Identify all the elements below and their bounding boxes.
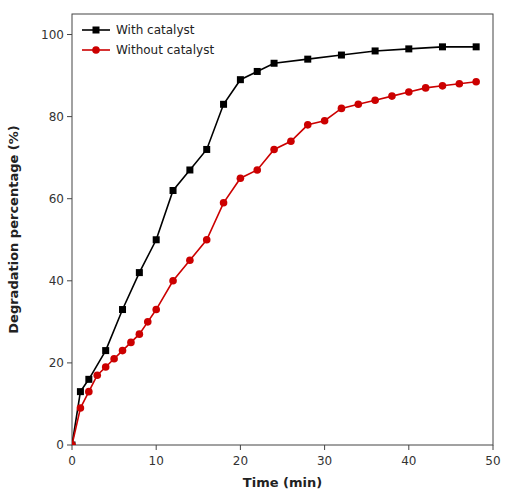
point xyxy=(77,404,85,412)
x-tick-label: 40 xyxy=(401,454,416,468)
point xyxy=(439,82,447,90)
point xyxy=(220,199,228,207)
point xyxy=(152,306,160,314)
series-line xyxy=(72,47,476,445)
point xyxy=(287,137,295,145)
point xyxy=(136,330,144,338)
x-tick-label: 30 xyxy=(317,454,332,468)
point xyxy=(203,236,211,244)
point xyxy=(72,441,76,445)
y-tick xyxy=(67,34,72,35)
x-tick-label: 0 xyxy=(68,454,76,468)
point xyxy=(472,78,480,86)
series-line xyxy=(72,82,476,445)
x-tick xyxy=(324,445,325,450)
point xyxy=(271,60,278,67)
point xyxy=(237,76,244,83)
y-tick xyxy=(67,280,72,281)
x-tick-label: 10 xyxy=(149,454,164,468)
point xyxy=(93,371,101,379)
point xyxy=(354,101,362,109)
chart: 0 10 20 30 40 50 0 20 40 60 80 100 Time (min) Degrada… xyxy=(0,0,509,501)
legend: With catalyst Without catalyst xyxy=(82,23,214,57)
point xyxy=(127,339,135,347)
y-tick-label: 40 xyxy=(49,274,64,288)
point xyxy=(371,96,379,104)
point xyxy=(119,347,127,355)
point xyxy=(237,174,245,182)
point xyxy=(144,318,152,326)
point xyxy=(102,363,110,371)
point xyxy=(473,43,480,50)
y-tick xyxy=(67,198,72,199)
point xyxy=(186,166,193,173)
legend-marker xyxy=(92,46,100,54)
legend-label: With catalyst xyxy=(116,23,195,37)
point xyxy=(85,376,92,383)
x-tick xyxy=(240,445,241,450)
y-tick-label: 80 xyxy=(49,110,64,124)
x-tick-label: 50 xyxy=(485,454,500,468)
point xyxy=(203,146,210,153)
point xyxy=(388,92,396,100)
point xyxy=(136,269,143,276)
point xyxy=(72,442,76,446)
point xyxy=(85,388,93,396)
y-tick-label: 60 xyxy=(49,192,64,206)
point xyxy=(186,256,194,264)
point xyxy=(405,88,413,96)
y-tick-label: 20 xyxy=(49,356,64,370)
y-tick xyxy=(67,445,72,446)
legend-marker xyxy=(93,27,100,34)
y-axis-label: Degradation percentage (%) xyxy=(6,125,21,333)
point xyxy=(372,47,379,54)
point xyxy=(169,277,177,285)
plot-frame xyxy=(72,14,493,445)
point xyxy=(405,45,412,52)
point xyxy=(304,56,311,63)
point xyxy=(220,101,227,108)
point xyxy=(153,236,160,243)
point xyxy=(321,117,329,125)
x-axis-label: Time (min) xyxy=(243,475,322,490)
x-tick xyxy=(493,445,494,450)
x-tick xyxy=(156,445,157,450)
point xyxy=(304,121,312,129)
point xyxy=(338,52,345,59)
point xyxy=(110,355,118,363)
point xyxy=(102,347,109,354)
point xyxy=(254,68,261,75)
point xyxy=(439,43,446,50)
x-tick-label: 20 xyxy=(233,454,248,468)
point xyxy=(338,105,346,113)
point xyxy=(422,84,430,92)
y-tick xyxy=(67,362,72,363)
point xyxy=(270,146,278,154)
y-tick-label: 0 xyxy=(56,438,64,452)
x-tick xyxy=(408,445,409,450)
point xyxy=(456,80,464,88)
plot-marks xyxy=(72,43,480,445)
point xyxy=(170,187,177,194)
point xyxy=(119,306,126,313)
point xyxy=(77,388,84,395)
legend-label: Without catalyst xyxy=(116,43,214,57)
y-tick-label: 100 xyxy=(41,28,64,42)
y-tick xyxy=(67,116,72,117)
x-tick xyxy=(72,445,73,450)
point xyxy=(253,166,261,174)
